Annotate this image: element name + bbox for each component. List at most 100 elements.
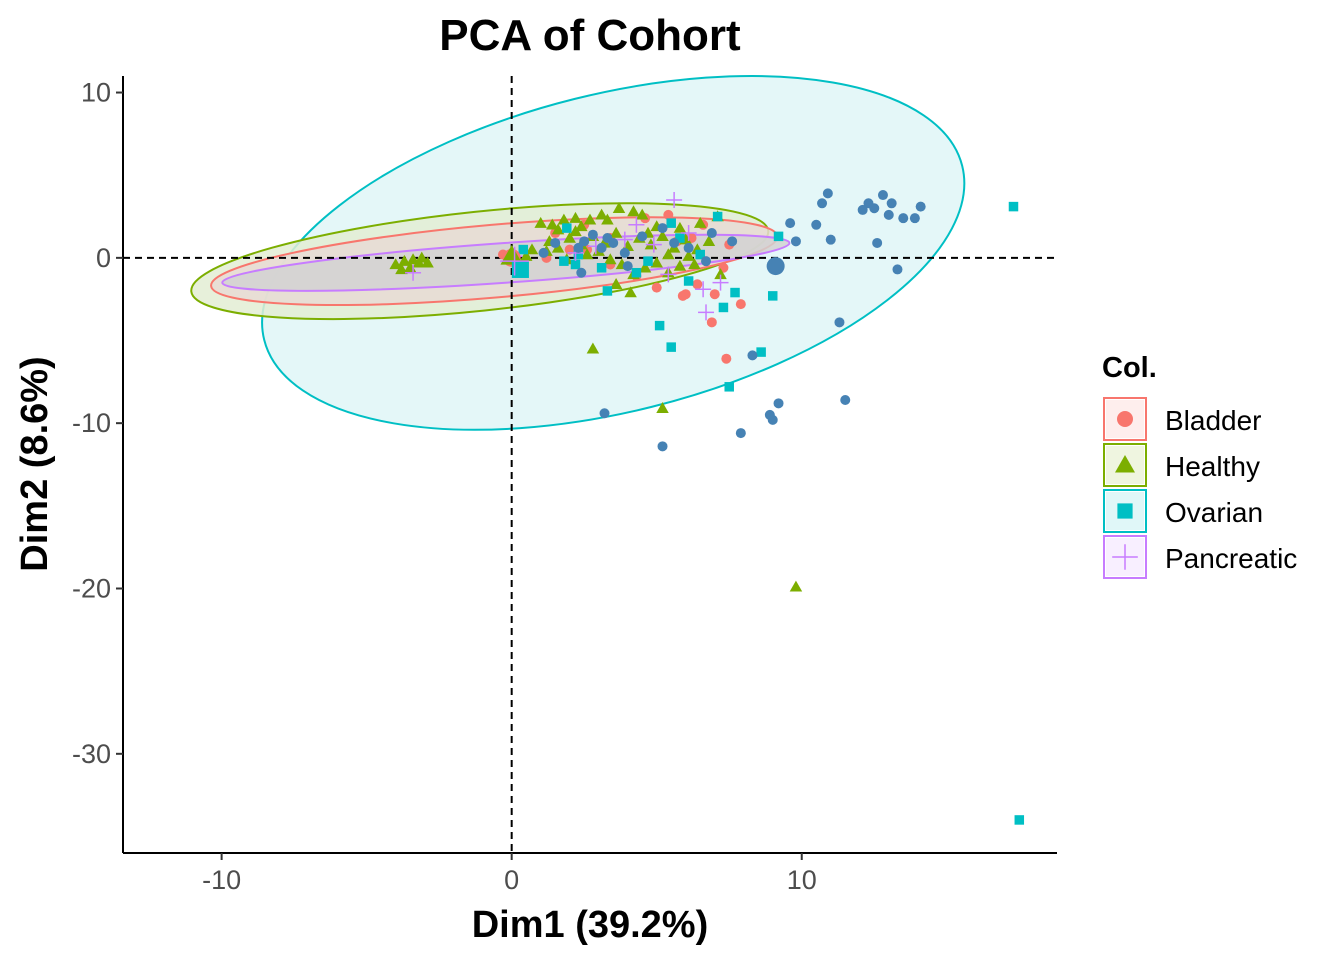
point-pancreatic: [712, 274, 729, 291]
legend: Col. Bladder Healthy Ovarian Pancreatic: [1102, 352, 1297, 579]
x-tick-label: 0: [504, 865, 519, 895]
centroid-unlabeled: [766, 257, 785, 276]
y-tick-label: -20: [72, 573, 111, 603]
point-healthy: [551, 241, 565, 253]
point-unlabeled: [817, 198, 828, 209]
y-tick-label: -10: [72, 408, 111, 438]
point-unlabeled: [822, 188, 833, 199]
point-healthy: [580, 248, 594, 260]
legend-label: Healthy: [1165, 451, 1260, 482]
point-unlabeled: [587, 229, 598, 240]
legend-symbol-bladder: [1117, 411, 1133, 427]
point-unlabeled: [573, 242, 584, 253]
point-bladder: [680, 289, 691, 300]
point-unlabeled: [767, 414, 778, 425]
point-ovarian: [718, 302, 729, 313]
point-bladder: [564, 244, 575, 255]
point-pancreatic: [698, 304, 715, 321]
point-unlabeled: [608, 237, 619, 248]
group-centroids: [500, 244, 785, 278]
legend-item-pancreatic: Pancreatic: [1103, 535, 1297, 579]
point-ovarian: [767, 291, 778, 301]
point-healthy: [650, 256, 663, 268]
legend-item-healthy: Healthy: [1103, 443, 1260, 487]
point-bladder: [721, 353, 732, 364]
point-healthy: [789, 580, 803, 592]
point-ovarian: [602, 286, 613, 296]
point-unlabeled: [886, 198, 897, 209]
point-pancreatic: [666, 191, 683, 208]
point-healthy: [604, 253, 617, 265]
point-pancreatic: [405, 264, 422, 281]
point-healthy: [714, 268, 727, 280]
point-pancreatic: [616, 231, 633, 248]
point-healthy: [415, 251, 429, 263]
point-ovarian: [1008, 201, 1019, 212]
point-ovarian: [683, 276, 694, 286]
point-ovarian: [631, 267, 642, 278]
point-healthy: [656, 402, 669, 413]
point-unlabeled: [619, 247, 630, 258]
centroid-ovarian: [511, 260, 529, 278]
legend-item-bladder: Bladder: [1103, 397, 1262, 441]
point-unlabeled: [637, 231, 648, 242]
point-unlabeled: [683, 242, 694, 253]
confidence-ellipses: [190, 75, 966, 431]
x-axis-title: Dim1 (39.2%): [472, 904, 709, 946]
point-ovarian: [654, 320, 665, 331]
point-healthy: [583, 213, 597, 225]
axes: [122, 76, 1057, 854]
point-ovarian: [596, 263, 607, 273]
point-unlabeled: [550, 237, 561, 248]
y-tick-label: 10: [81, 78, 111, 108]
point-healthy: [546, 218, 559, 230]
point-healthy: [627, 205, 640, 217]
legend-label: Pancreatic: [1165, 543, 1297, 574]
point-healthy: [624, 286, 637, 298]
data-points: [389, 188, 1025, 825]
point-healthy: [534, 216, 547, 228]
point-bladder: [735, 299, 746, 310]
point-ovarian: [730, 287, 740, 298]
point-pancreatic: [660, 266, 677, 283]
point-healthy: [557, 213, 571, 225]
point-healthy: [519, 249, 533, 261]
point-ovarian: [559, 256, 569, 266]
point-pancreatic: [628, 216, 645, 233]
point-unlabeled: [883, 209, 894, 220]
y-tick-label: 0: [96, 243, 111, 273]
x-ticks: -10 0 10: [202, 853, 817, 895]
legend-symbol-pancreatic: [1112, 544, 1138, 570]
point-ovarian: [666, 218, 676, 228]
point-ovarian: [562, 223, 572, 233]
centroid-healthy: [500, 244, 523, 265]
point-ovarian: [756, 347, 766, 357]
point-bladder: [663, 209, 674, 220]
point-unlabeled: [898, 213, 909, 224]
point-unlabeled: [669, 237, 680, 248]
point-healthy: [635, 208, 649, 220]
legend-key-box: [1103, 535, 1147, 579]
point-unlabeled: [773, 398, 784, 409]
x-tick-label: 10: [787, 865, 817, 895]
point-healthy: [693, 216, 707, 228]
point-healthy: [551, 223, 565, 235]
point-bladder: [651, 282, 662, 293]
point-unlabeled: [599, 408, 610, 419]
point-ovarian: [643, 256, 653, 266]
y-ticks: 10 0 -10 -20 -30: [72, 78, 123, 769]
point-ovarian: [570, 259, 581, 270]
point-ovarian: [695, 249, 705, 260]
point-healthy: [682, 249, 695, 261]
point-healthy: [525, 243, 539, 255]
point-healthy: [612, 202, 626, 213]
point-ovarian: [573, 249, 584, 260]
point-healthy: [569, 211, 582, 223]
point-pancreatic: [680, 225, 697, 242]
point-healthy: [609, 226, 623, 238]
point-healthy: [609, 278, 623, 289]
legend-symbol-healthy: [1115, 455, 1135, 473]
point-healthy: [406, 253, 420, 265]
point-ovarian: [675, 233, 685, 243]
point-unlabeled: [747, 350, 758, 361]
